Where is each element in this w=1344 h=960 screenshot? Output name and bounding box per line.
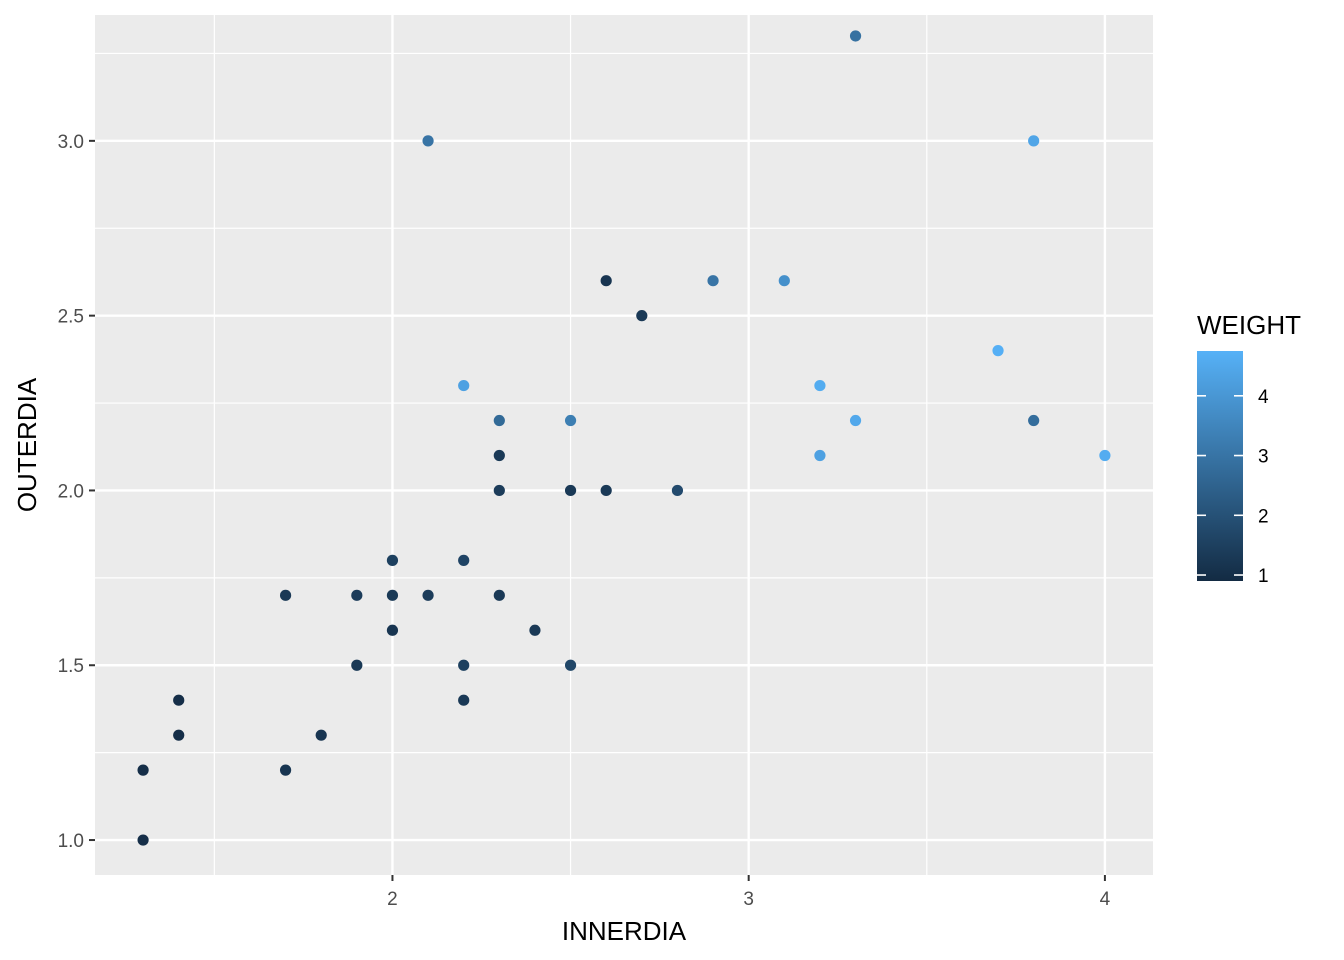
data-point bbox=[1028, 135, 1040, 147]
data-point bbox=[564, 414, 577, 427]
x-tick-label: 2 bbox=[387, 889, 398, 910]
data-point bbox=[778, 275, 790, 287]
legend-colorbar bbox=[1197, 351, 1243, 581]
data-point bbox=[458, 694, 470, 706]
data-point bbox=[351, 659, 363, 671]
x-axis-title: INNERDIA bbox=[562, 916, 687, 946]
legend-tick-label: 3 bbox=[1258, 447, 1269, 468]
legend-tick-label: 1 bbox=[1258, 566, 1269, 587]
data-point bbox=[386, 554, 399, 566]
y-axis-ticks: 1.0 1.5 2.0 2.5 3.0 bbox=[58, 132, 95, 852]
x-tick-label: 4 bbox=[1100, 889, 1111, 910]
data-point bbox=[1099, 449, 1111, 462]
data-point bbox=[173, 694, 185, 706]
data-point bbox=[386, 589, 399, 601]
y-axis-title: OUTERDIA bbox=[12, 377, 42, 512]
data-points bbox=[137, 30, 1111, 846]
data-point bbox=[600, 484, 612, 497]
legend-title: WEIGHT bbox=[1197, 310, 1301, 340]
data-point bbox=[493, 414, 505, 427]
data-point bbox=[671, 484, 684, 497]
data-point bbox=[279, 764, 292, 776]
y-tick-label: 2.0 bbox=[58, 481, 84, 502]
data-point bbox=[529, 624, 541, 636]
legend-ticks: 1 2 3 4 bbox=[1197, 387, 1269, 587]
plot-panel bbox=[95, 15, 1153, 875]
data-point bbox=[564, 484, 577, 497]
data-point bbox=[849, 414, 862, 427]
y-tick-label: 3.0 bbox=[58, 132, 84, 153]
data-point bbox=[636, 310, 648, 322]
color-legend: WEIGHT 1 2 3 4 bbox=[1197, 310, 1301, 587]
data-point bbox=[137, 764, 149, 776]
legend-tick-label: 2 bbox=[1258, 506, 1269, 527]
data-point bbox=[422, 135, 434, 147]
y-tick-label: 2.5 bbox=[58, 307, 84, 328]
data-point bbox=[458, 659, 470, 671]
data-point bbox=[600, 275, 612, 287]
data-point bbox=[386, 624, 399, 636]
x-axis-ticks: 2 3 4 bbox=[387, 875, 1111, 910]
data-point bbox=[493, 449, 505, 462]
data-point bbox=[1028, 414, 1040, 427]
data-point bbox=[849, 30, 862, 42]
data-point bbox=[315, 729, 327, 741]
data-point bbox=[814, 449, 826, 462]
data-point bbox=[137, 834, 149, 846]
data-point bbox=[992, 345, 1004, 357]
data-point bbox=[279, 589, 292, 601]
grid bbox=[95, 15, 1153, 875]
data-point bbox=[493, 484, 505, 497]
data-point bbox=[814, 379, 826, 392]
data-point bbox=[493, 589, 505, 601]
data-point bbox=[458, 379, 470, 392]
y-tick-label: 1.5 bbox=[58, 656, 84, 677]
data-point bbox=[564, 659, 577, 671]
data-point bbox=[351, 589, 363, 601]
data-point bbox=[422, 589, 434, 601]
legend-tick-label: 4 bbox=[1258, 387, 1269, 408]
x-tick-label: 3 bbox=[743, 889, 754, 910]
data-point bbox=[458, 554, 470, 566]
y-tick-label: 1.0 bbox=[58, 831, 84, 852]
data-point bbox=[173, 729, 185, 741]
data-point bbox=[707, 275, 719, 287]
